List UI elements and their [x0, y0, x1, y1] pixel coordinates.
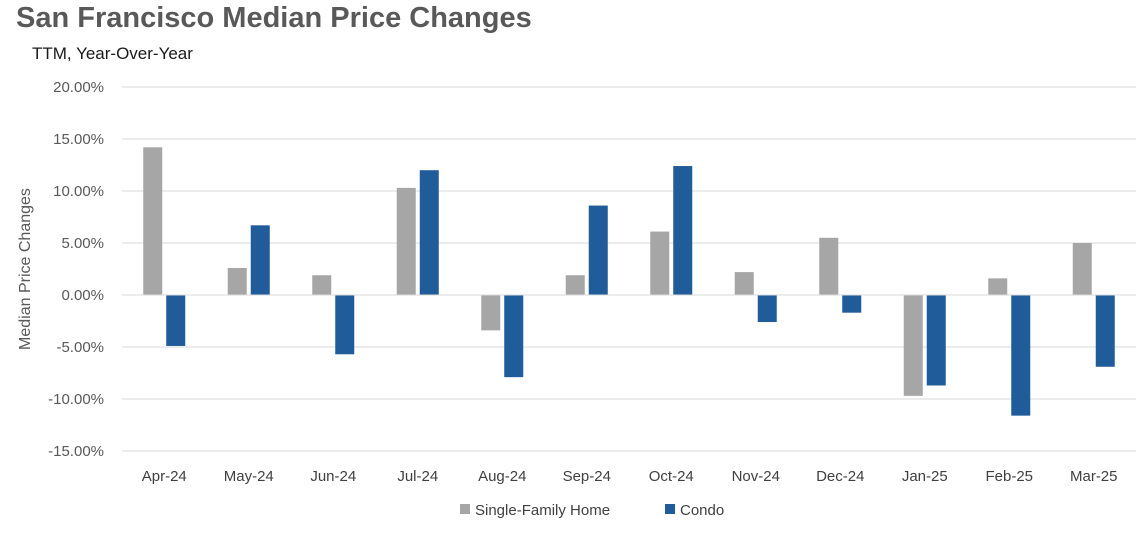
bar-single-family — [734, 272, 754, 295]
x-axis-tick-labels: Apr-24 May-24 Jun-24 Jul-24 Aug-24 Sep-24 Oct-… — [142, 468, 1118, 485]
x-tick-label: May-24 — [224, 468, 274, 485]
bars — [143, 147, 1115, 416]
bar-condo — [1095, 295, 1115, 367]
x-tick-label: Nov-24 — [732, 468, 780, 485]
bar-single-family — [1072, 243, 1092, 295]
legend-label-condo: Condo — [680, 502, 724, 519]
x-tick-label: Sep-24 — [563, 468, 611, 485]
y-tick-label: 5.00% — [61, 235, 104, 252]
bar-single-family — [565, 275, 585, 295]
x-tick-label: Mar-25 — [1070, 468, 1118, 485]
bar-single-family — [143, 147, 163, 295]
x-tick-label: Jul-24 — [397, 468, 438, 485]
legend-swatch-single-family — [460, 504, 470, 514]
bar-condo — [1011, 295, 1031, 416]
legend-swatch-condo — [665, 504, 675, 514]
bar-single-family — [903, 295, 923, 396]
y-axis-label: Median Price Changes — [17, 188, 34, 350]
bar-single-family — [650, 231, 670, 295]
x-tick-label: Dec-24 — [816, 468, 864, 485]
bar-single-family — [227, 267, 247, 295]
y-tick-label: -10.00% — [48, 391, 104, 408]
y-tick-label: 20.00% — [53, 79, 104, 96]
chart-subtitle: TTM, Year-Over-Year — [32, 44, 193, 63]
y-tick-label: -5.00% — [56, 339, 104, 356]
y-tick-label: -15.00% — [48, 443, 104, 460]
x-tick-label: Jun-24 — [310, 468, 356, 485]
bar-single-family — [481, 295, 501, 331]
y-tick-label: 10.00% — [53, 183, 104, 200]
bar-condo — [335, 295, 355, 355]
bar-condo — [166, 295, 186, 346]
bar-condo — [504, 295, 524, 378]
bar-single-family — [396, 187, 416, 295]
bar-condo — [926, 295, 946, 386]
y-axis-tick-labels: 20.00% 15.00% 10.00% 5.00% 0.00% -5.00% -10.00… — [48, 79, 104, 460]
legend-label-single-family: Single-Family Home — [475, 502, 610, 519]
chart-title: San Francisco Median Price Changes — [16, 2, 532, 34]
bar-condo — [842, 295, 862, 313]
bar-single-family — [988, 278, 1008, 295]
bar-condo — [588, 205, 608, 295]
bar-condo — [419, 170, 439, 295]
y-tick-label: 0.00% — [61, 287, 104, 304]
bar-single-family — [819, 237, 839, 295]
x-tick-label: Oct-24 — [649, 468, 694, 485]
y-tick-label: 15.00% — [53, 131, 104, 148]
legend: Single-Family Home Condo — [460, 502, 724, 519]
bar-single-family — [312, 275, 332, 295]
bar-condo — [673, 166, 693, 295]
x-tick-label: Aug-24 — [478, 468, 526, 485]
x-tick-label: Jan-25 — [902, 468, 948, 485]
bar-condo — [757, 295, 777, 323]
gridlines — [122, 86, 1136, 452]
x-tick-label: Apr-24 — [142, 468, 187, 485]
bar-condo — [250, 225, 270, 295]
x-tick-label: Feb-25 — [985, 468, 1033, 485]
